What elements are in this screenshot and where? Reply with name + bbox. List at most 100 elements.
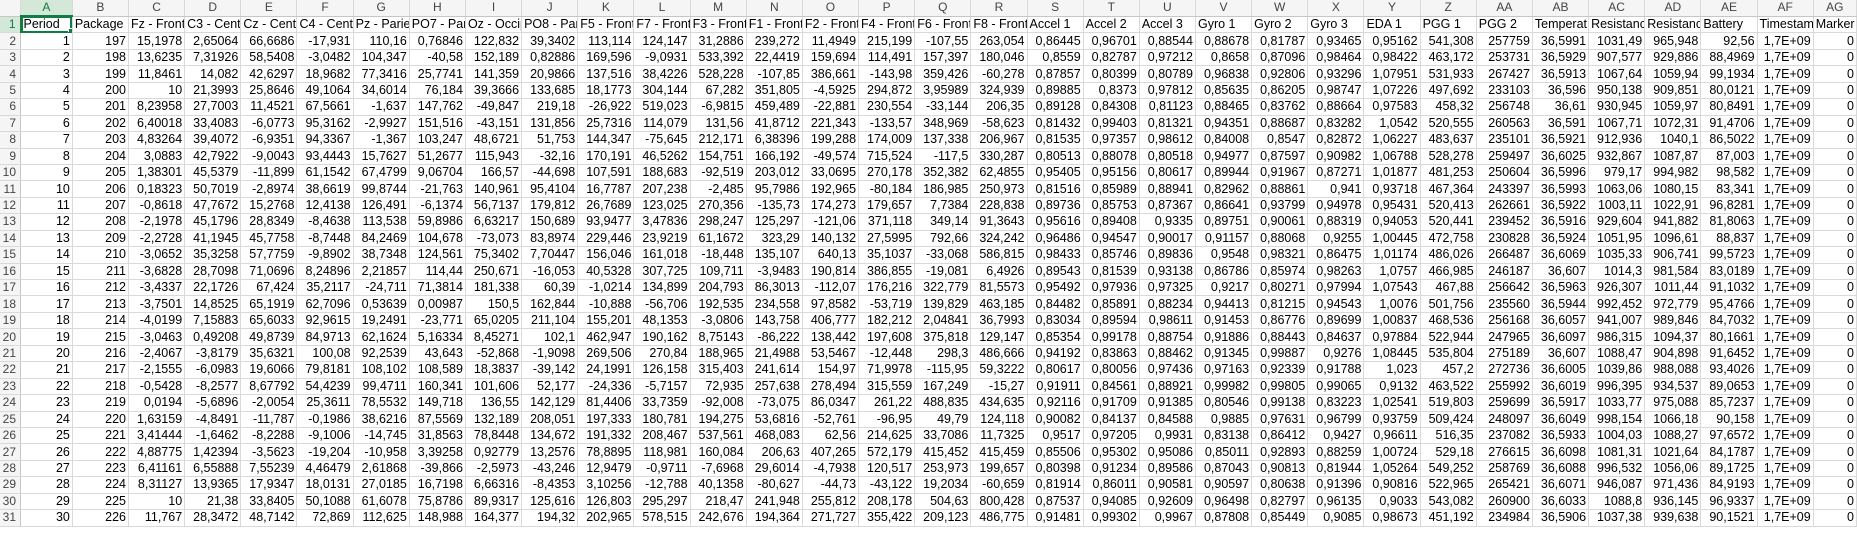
data-cell[interactable]: -9,0043 — [240, 148, 298, 165]
data-cell[interactable]: 0,99403 — [1083, 115, 1140, 133]
data-cell[interactable]: 463,522 — [1420, 378, 1477, 396]
data-cell[interactable]: 92,9615 — [296, 312, 354, 330]
data-cell[interactable]: 0,88754 — [1139, 328, 1196, 346]
data-cell[interactable]: 0,93759 — [1363, 411, 1421, 428]
row-header[interactable]: 17 — [0, 279, 22, 297]
data-cell[interactable]: 91,4706 — [1700, 115, 1758, 133]
data-cell[interactable]: 14,8525 — [184, 295, 242, 313]
data-cell[interactable]: 1,0076 — [1363, 295, 1421, 313]
data-cell[interactable]: 65,0205 — [465, 312, 523, 330]
data-cell[interactable]: 26,7689 — [577, 197, 635, 215]
data-cell[interactable]: 457,2 — [1420, 361, 1477, 379]
data-cell[interactable]: 0,90813 — [1251, 460, 1309, 478]
data-cell[interactable]: 0 — [1813, 180, 1857, 198]
data-cell[interactable]: 36,6057 — [1532, 312, 1590, 330]
data-cell[interactable]: 35,2117 — [296, 279, 354, 297]
data-cell[interactable]: 212 — [72, 279, 130, 297]
data-cell[interactable]: 0,81321 — [1139, 115, 1196, 133]
column-header[interactable]: N — [746, 0, 803, 17]
data-cell[interactable]: 0,80617 — [1139, 164, 1196, 182]
data-cell[interactable]: 5,16334 — [409, 328, 466, 346]
data-cell[interactable]: 194,32 — [521, 509, 579, 527]
row-header[interactable]: 6 — [0, 98, 22, 116]
data-cell[interactable]: 270,356 — [690, 197, 747, 215]
data-cell[interactable]: 0,87096 — [1251, 49, 1309, 67]
column-header[interactable]: J — [521, 0, 579, 17]
column-header[interactable]: C — [128, 0, 186, 17]
data-cell[interactable]: -7,6968 — [690, 460, 747, 478]
data-cell[interactable]: -49,847 — [465, 98, 523, 116]
data-cell[interactable]: 516,35 — [1420, 427, 1477, 445]
data-cell[interactable]: 986,315 — [1588, 328, 1646, 346]
data-cell[interactable]: -40,58 — [409, 49, 466, 67]
data-cell[interactable]: 415,452 — [914, 443, 972, 461]
data-cell[interactable]: 47,7672 — [184, 197, 242, 215]
data-cell[interactable]: 56,7137 — [465, 197, 523, 215]
data-cell[interactable]: 0,95616 — [1027, 213, 1084, 231]
data-cell[interactable]: 0,97325 — [1139, 279, 1196, 297]
data-cell[interactable]: 1,7E+09 — [1757, 427, 1814, 445]
data-cell[interactable]: 228,838 — [970, 197, 1028, 215]
data-cell[interactable]: 0,86475 — [1307, 246, 1365, 264]
data-cell[interactable]: -9,0931 — [633, 49, 691, 67]
data-cell[interactable]: 36,7993 — [970, 312, 1028, 330]
data-cell[interactable]: 0,96611 — [1363, 427, 1421, 445]
data-cell[interactable]: 0,96486 — [1027, 230, 1084, 248]
data-cell[interactable]: -96,95 — [858, 411, 916, 428]
data-cell[interactable]: 216 — [72, 345, 130, 363]
data-cell[interactable]: 199,657 — [970, 460, 1028, 478]
data-cell[interactable]: 950,138 — [1588, 82, 1646, 100]
data-cell[interactable]: 204 — [72, 148, 130, 165]
data-cell[interactable]: 468,536 — [1420, 312, 1477, 330]
data-cell[interactable]: 537,561 — [690, 427, 747, 445]
data-cell[interactable]: 912,936 — [1588, 131, 1646, 149]
row-header[interactable]: 31 — [0, 509, 22, 527]
data-cell[interactable]: 101,606 — [465, 378, 523, 396]
data-cell[interactable]: 386,855 — [858, 263, 916, 281]
data-cell[interactable]: 180,046 — [970, 49, 1028, 67]
data-cell[interactable]: 0,0194 — [128, 394, 186, 412]
data-cell[interactable]: 209,123 — [914, 509, 972, 527]
data-cell[interactable]: 230,554 — [858, 98, 916, 116]
data-cell[interactable]: 0 — [1813, 98, 1857, 116]
data-cell[interactable]: -3,9483 — [746, 263, 803, 281]
data-cell[interactable]: 92,56 — [1700, 32, 1758, 50]
data-cell[interactable]: 488,835 — [914, 394, 972, 412]
data-cell[interactable]: 202,965 — [577, 509, 635, 527]
data-cell[interactable]: 6,40018 — [128, 115, 186, 133]
header-cell[interactable]: PGG 2 — [1476, 16, 1533, 34]
header-cell[interactable]: Marker — [1813, 16, 1857, 34]
data-cell[interactable]: 0,97205 — [1083, 427, 1140, 445]
data-cell[interactable]: 198 — [72, 49, 130, 67]
data-cell[interactable]: 67,4799 — [353, 164, 410, 182]
data-cell[interactable]: 0,85974 — [1251, 263, 1309, 281]
data-cell[interactable]: 206,967 — [970, 131, 1028, 149]
data-cell[interactable]: 941,882 — [1644, 213, 1702, 231]
data-cell[interactable]: 0 — [1813, 443, 1857, 461]
data-cell[interactable]: 65,1919 — [240, 295, 298, 313]
row-header[interactable]: 3 — [0, 49, 22, 67]
data-cell[interactable]: 221,343 — [802, 115, 860, 133]
data-cell[interactable]: 0,89408 — [1083, 213, 1140, 231]
data-cell[interactable]: 131,856 — [521, 115, 579, 133]
data-cell[interactable]: 3,41444 — [128, 427, 186, 445]
data-cell[interactable]: 39,4072 — [184, 131, 242, 149]
row-header[interactable]: 23 — [0, 378, 22, 396]
data-cell[interactable]: -44,73 — [802, 476, 860, 494]
data-cell[interactable]: 131,56 — [690, 115, 747, 133]
data-cell[interactable]: 800,428 — [970, 493, 1028, 511]
data-cell[interactable]: 256642 — [1476, 279, 1533, 297]
data-cell[interactable]: 0,81123 — [1139, 98, 1196, 116]
data-cell[interactable]: -6,0773 — [240, 115, 298, 133]
data-cell[interactable]: 7,31926 — [184, 49, 242, 67]
data-cell[interactable]: 206,35 — [970, 98, 1028, 116]
data-cell[interactable]: -4,0199 — [128, 312, 186, 330]
data-cell[interactable]: 1,05264 — [1363, 460, 1421, 478]
data-cell[interactable]: 0,90061 — [1251, 213, 1309, 231]
data-cell[interactable]: 1033,77 — [1588, 394, 1646, 412]
data-cell[interactable]: -0,1986 — [296, 411, 354, 428]
data-cell[interactable]: 15,2768 — [240, 197, 298, 215]
header-cell[interactable]: Temperat — [1532, 16, 1590, 34]
data-cell[interactable]: 1,00445 — [1363, 230, 1421, 248]
data-cell[interactable]: 0,85506 — [1027, 443, 1084, 461]
